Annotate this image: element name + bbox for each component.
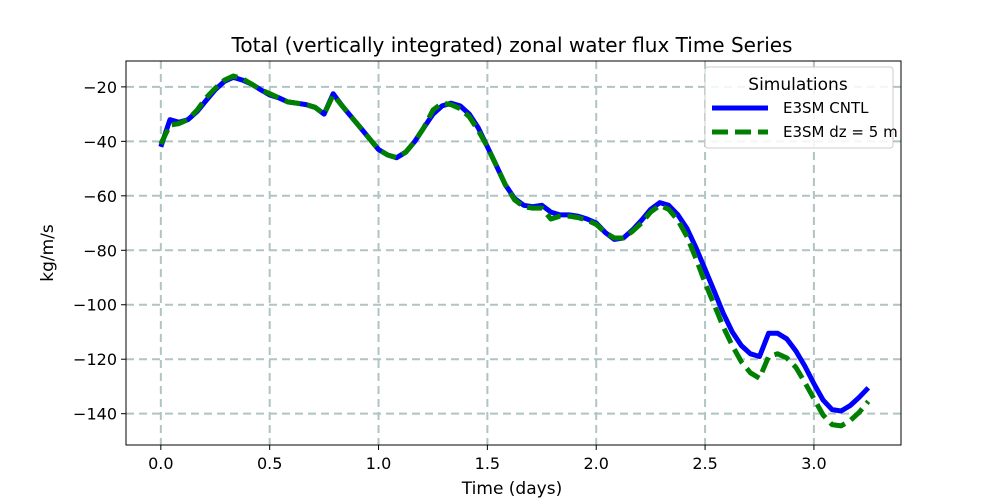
x-tick-label: 3.0 bbox=[801, 454, 826, 473]
y-axis-ticks: −20 −40 −60 −80 −100 −120 −140 bbox=[73, 78, 126, 424]
legend-label: E3SM dz = 5 m bbox=[783, 123, 898, 141]
x-axis-ticks: 0.0 0.5 1.0 1.5 2.0 2.5 3.0 bbox=[148, 445, 827, 473]
legend-box bbox=[704, 66, 894, 149]
x-tick-label: 1.5 bbox=[475, 454, 500, 473]
y-tick-label: −140 bbox=[73, 405, 117, 424]
chart-title: Total (vertically integrated) zonal wate… bbox=[231, 33, 793, 57]
y-tick-label: −60 bbox=[83, 187, 117, 206]
x-tick-label: 2.5 bbox=[692, 454, 717, 473]
x-tick-label: 0.0 bbox=[148, 454, 173, 473]
y-tick-label: −40 bbox=[83, 132, 117, 151]
y-axis-title: kg/m/s bbox=[38, 224, 58, 282]
y-tick-label: −100 bbox=[73, 296, 117, 315]
legend: Simulations E3SM CNTL E3SM dz = 5 m bbox=[704, 66, 898, 149]
y-tick-label: −20 bbox=[83, 78, 117, 97]
x-tick-label: 0.5 bbox=[257, 454, 282, 473]
series-line-e3sm-dz-5m bbox=[158, 73, 871, 429]
plot-frame bbox=[125, 60, 902, 446]
legend-items: E3SM CNTL E3SM dz = 5 m bbox=[712, 99, 898, 141]
y-tick-label: −80 bbox=[83, 241, 117, 260]
x-tick-label: 2.0 bbox=[583, 454, 608, 473]
y-tick-label: −120 bbox=[73, 350, 117, 369]
series-lines bbox=[158, 73, 871, 429]
x-axis-title: Time (days) bbox=[461, 479, 562, 499]
legend-label: E3SM CNTL bbox=[783, 99, 869, 117]
x-tick-label: 1.0 bbox=[366, 454, 391, 473]
legend-title: Simulations bbox=[748, 75, 848, 95]
